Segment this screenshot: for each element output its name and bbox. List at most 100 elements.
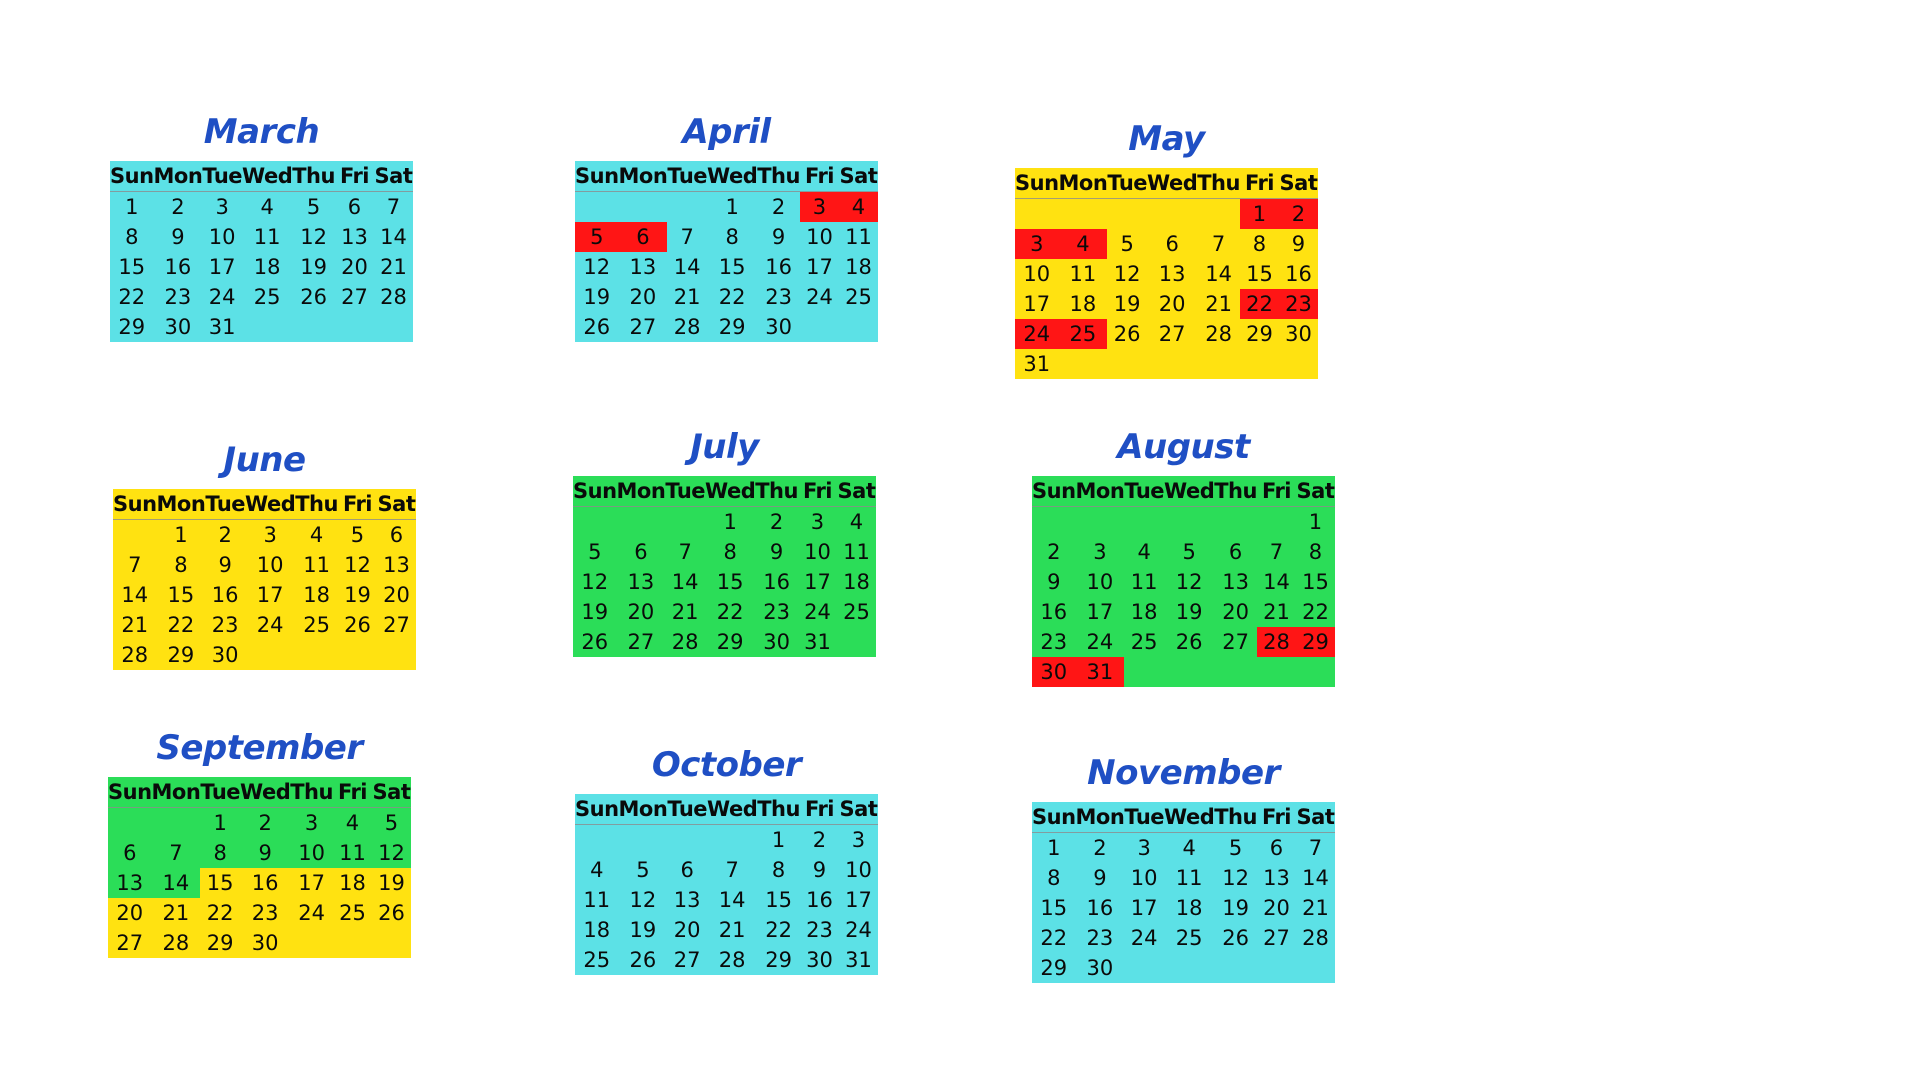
- day-cell[interactable]: 22: [1295, 597, 1335, 627]
- day-cell[interactable]: 8: [156, 550, 206, 580]
- day-cell[interactable]: 11: [1058, 259, 1108, 289]
- day-cell[interactable]: 16: [240, 868, 291, 898]
- day-cell[interactable]: 1: [110, 191, 154, 222]
- day-cell[interactable]: 3: [1075, 537, 1125, 567]
- day-cell[interactable]: 25: [1124, 627, 1165, 657]
- day-cell[interactable]: 23: [755, 597, 798, 627]
- day-cell[interactable]: 27: [1147, 319, 1198, 349]
- day-cell[interactable]: 30: [1278, 319, 1318, 349]
- day-cell[interactable]: 17: [799, 252, 839, 282]
- day-cell[interactable]: 3: [1124, 832, 1165, 863]
- day-cell[interactable]: 7: [1295, 832, 1335, 863]
- day-cell[interactable]: 6: [618, 222, 668, 252]
- day-cell[interactable]: 13: [108, 868, 152, 898]
- day-cell[interactable]: 18: [295, 580, 338, 610]
- day-cell[interactable]: 5: [371, 807, 411, 838]
- day-cell[interactable]: 26: [1214, 923, 1257, 953]
- day-cell[interactable]: 30: [153, 312, 203, 342]
- day-cell[interactable]: 26: [1107, 319, 1148, 349]
- day-cell[interactable]: 11: [1124, 567, 1165, 597]
- day-cell[interactable]: 7: [113, 550, 157, 580]
- day-cell[interactable]: 9: [1032, 567, 1076, 597]
- day-cell[interactable]: 18: [575, 915, 619, 945]
- day-cell[interactable]: 29: [156, 640, 206, 670]
- day-cell[interactable]: 20: [616, 597, 666, 627]
- day-cell[interactable]: 2: [755, 506, 798, 537]
- day-cell[interactable]: 5: [573, 537, 617, 567]
- day-cell[interactable]: 16: [153, 252, 203, 282]
- day-cell[interactable]: 18: [836, 567, 876, 597]
- day-cell[interactable]: 23: [1075, 923, 1125, 953]
- day-cell[interactable]: 19: [573, 597, 617, 627]
- day-cell[interactable]: 11: [1164, 863, 1215, 893]
- day-cell[interactable]: 9: [755, 537, 798, 567]
- day-cell[interactable]: 20: [108, 898, 152, 928]
- day-cell[interactable]: 17: [290, 868, 333, 898]
- day-cell[interactable]: 3: [1015, 229, 1059, 259]
- day-cell[interactable]: 13: [618, 252, 668, 282]
- day-cell[interactable]: 6: [334, 191, 374, 222]
- day-cell[interactable]: 13: [667, 885, 708, 915]
- day-cell[interactable]: 22: [757, 915, 800, 945]
- day-cell[interactable]: 21: [373, 252, 413, 282]
- day-cell[interactable]: 4: [836, 506, 876, 537]
- day-cell[interactable]: 12: [575, 252, 619, 282]
- day-cell[interactable]: 15: [705, 567, 756, 597]
- day-cell[interactable]: 23: [153, 282, 203, 312]
- day-cell[interactable]: 1: [707, 191, 758, 222]
- day-cell[interactable]: 6: [1256, 832, 1296, 863]
- day-cell[interactable]: 29: [705, 627, 756, 657]
- day-cell[interactable]: 24: [799, 282, 839, 312]
- day-cell[interactable]: 22: [707, 282, 758, 312]
- day-cell[interactable]: 29: [110, 312, 154, 342]
- day-cell[interactable]: 17: [797, 567, 837, 597]
- day-cell[interactable]: 5: [337, 519, 377, 550]
- day-cell[interactable]: 22: [110, 282, 154, 312]
- day-cell[interactable]: 20: [618, 282, 668, 312]
- day-cell[interactable]: 2: [205, 519, 246, 550]
- day-cell[interactable]: 5: [292, 191, 335, 222]
- day-cell[interactable]: 15: [110, 252, 154, 282]
- day-cell[interactable]: 3: [838, 824, 878, 855]
- day-cell[interactable]: 9: [240, 838, 291, 868]
- day-cell[interactable]: 7: [707, 855, 758, 885]
- day-cell[interactable]: 6: [667, 855, 708, 885]
- day-cell[interactable]: 27: [108, 928, 152, 958]
- day-cell[interactable]: 17: [1124, 893, 1165, 923]
- day-cell[interactable]: 28: [707, 945, 758, 975]
- day-cell[interactable]: 10: [1075, 567, 1125, 597]
- day-cell[interactable]: 30: [205, 640, 246, 670]
- day-cell[interactable]: 7: [667, 222, 708, 252]
- day-cell[interactable]: 31: [797, 627, 837, 657]
- day-cell[interactable]: 16: [205, 580, 246, 610]
- day-cell[interactable]: 16: [1032, 597, 1076, 627]
- day-cell[interactable]: 8: [1239, 229, 1279, 259]
- day-cell[interactable]: 10: [799, 222, 839, 252]
- day-cell[interactable]: 24: [1015, 319, 1059, 349]
- day-cell[interactable]: 25: [575, 945, 619, 975]
- day-cell[interactable]: 17: [1015, 289, 1059, 319]
- day-cell[interactable]: 23: [1032, 627, 1076, 657]
- day-cell[interactable]: 20: [1214, 597, 1257, 627]
- day-cell[interactable]: 9: [205, 550, 246, 580]
- day-cell[interactable]: 8: [757, 855, 800, 885]
- day-cell[interactable]: 14: [1256, 567, 1296, 597]
- day-cell[interactable]: 15: [200, 868, 241, 898]
- day-cell[interactable]: 4: [838, 191, 878, 222]
- day-cell[interactable]: 8: [200, 838, 241, 868]
- day-cell[interactable]: 10: [202, 222, 243, 252]
- day-cell[interactable]: 28: [151, 928, 201, 958]
- day-cell[interactable]: 14: [667, 252, 708, 282]
- day-cell[interactable]: 26: [618, 945, 668, 975]
- day-cell[interactable]: 6: [1147, 229, 1198, 259]
- day-cell[interactable]: 23: [1278, 289, 1318, 319]
- day-cell[interactable]: 30: [799, 945, 839, 975]
- day-cell[interactable]: 14: [1295, 863, 1335, 893]
- day-cell[interactable]: 27: [376, 610, 416, 640]
- day-cell[interactable]: 8: [110, 222, 154, 252]
- day-cell[interactable]: 6: [1214, 537, 1257, 567]
- day-cell[interactable]: 10: [290, 838, 333, 868]
- day-cell[interactable]: 25: [242, 282, 293, 312]
- day-cell[interactable]: 2: [1075, 832, 1125, 863]
- day-cell[interactable]: 16: [757, 252, 800, 282]
